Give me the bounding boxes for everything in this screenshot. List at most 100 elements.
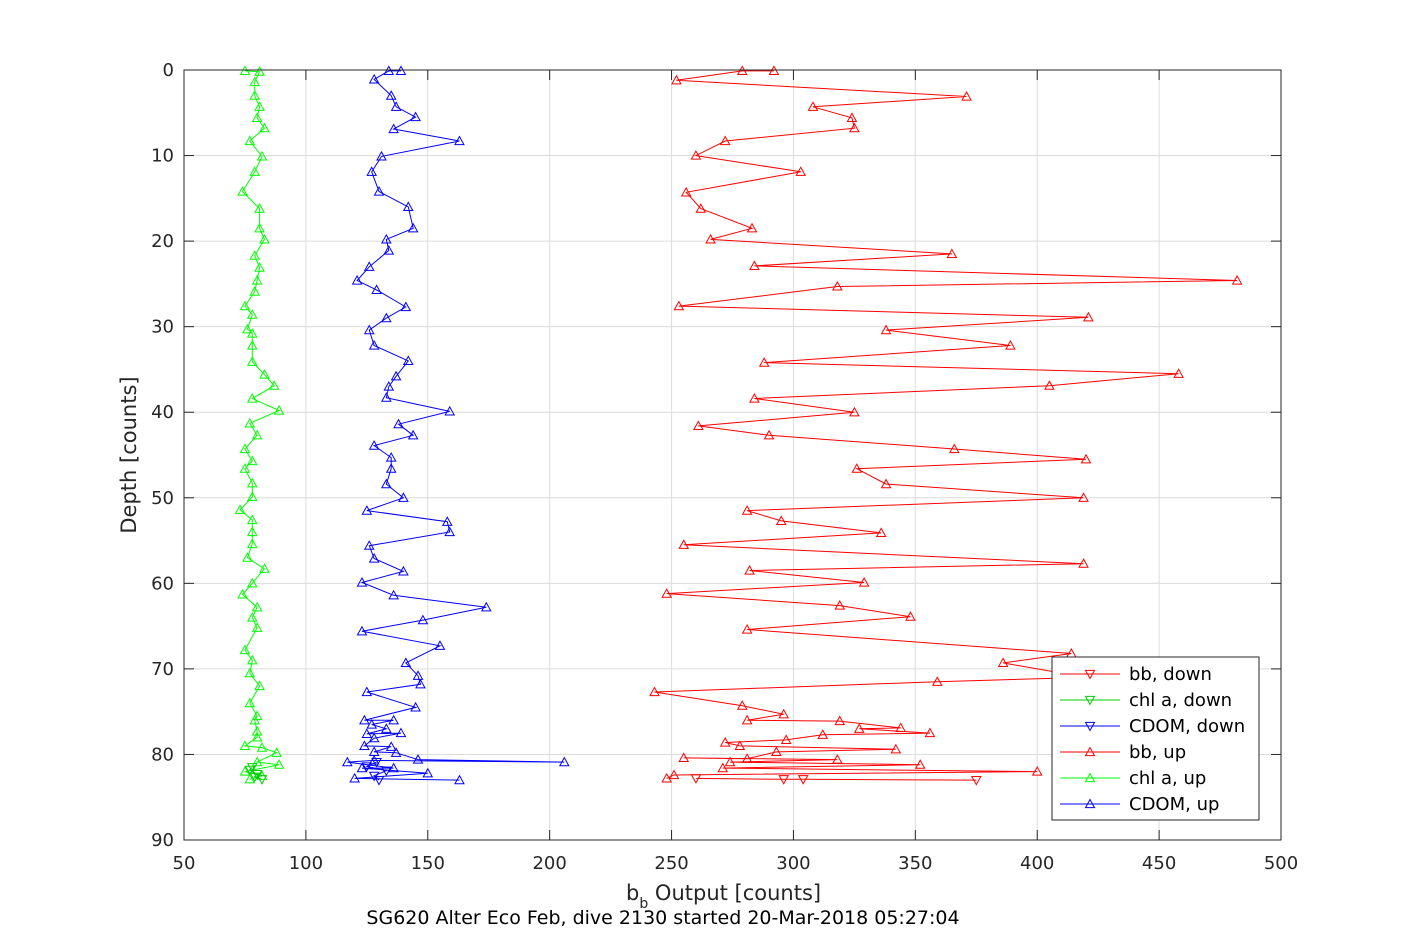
data-point-chl-a-up (251, 429, 263, 440)
data-point-bb-down (690, 774, 702, 784)
y-tick-label: 50 (151, 488, 174, 509)
data-point-cdom-up (380, 392, 392, 402)
data-point-chl-a-up (249, 90, 261, 100)
data-point-chl-a-up (254, 680, 265, 691)
x-tick-label: 200 (532, 853, 566, 874)
data-point-cdom-up (356, 625, 368, 636)
data-point-bb-up (1080, 453, 1092, 464)
data-point-chl-a-up (259, 233, 270, 244)
data-point-bb-up (914, 759, 926, 769)
data-point-bb-up (690, 150, 702, 160)
y-tick-label: 60 (151, 573, 174, 594)
data-point-bb-up (763, 429, 775, 440)
data-point-chl-a-up (246, 514, 258, 525)
data-point-bb-down (778, 775, 790, 785)
data-point-bb-up (851, 463, 863, 473)
data-point-bb-up (775, 515, 787, 525)
data-point-bb-up (831, 754, 843, 764)
data-point-chl-a-down (246, 763, 258, 773)
data-point-cdom-up (390, 101, 402, 111)
data-point-cdom-up (361, 728, 373, 739)
data-point-chl-a-down (256, 775, 268, 785)
legend-label-chl-a-down: chl a, down (1129, 690, 1232, 711)
legend: bb, down chl a, down CDOM, down bb, up chl a… (1051, 656, 1260, 821)
data-point-chl-a-up (268, 380, 280, 390)
data-point-chl-a-up (254, 222, 265, 233)
data-point-chl-a-up (254, 203, 265, 213)
data-point-bb-up (693, 420, 704, 431)
data-point-bb-up (717, 762, 729, 773)
data-point-bb-up (678, 539, 690, 549)
data-point-chl-a-up (251, 756, 263, 767)
data-point-chl-a-up (239, 740, 251, 750)
data-point-chl-a-up (239, 300, 251, 311)
y-tick-label: 10 (151, 146, 174, 167)
data-point-bb-up (705, 233, 716, 244)
data-point-cdom-up (363, 540, 375, 550)
data-point-bb-up (880, 478, 892, 489)
data-point-cdom-up (368, 339, 380, 350)
data-point-bb-up (931, 676, 943, 686)
data-point-chl-a-up (249, 250, 261, 260)
data-point-chl-a-up (256, 742, 268, 752)
data-point-cdom-up (380, 723, 392, 733)
x-tick-label: 450 (1142, 853, 1176, 874)
data-point-bb-up (671, 74, 682, 85)
data-point-chl-a-up (234, 504, 246, 514)
data-point-bb-up (780, 734, 792, 744)
data-point-cdom-up (356, 762, 368, 773)
y-axis-label: Depth [counts] (117, 376, 141, 533)
data-point-chl-a-up (251, 622, 263, 632)
data-point-bb-up (649, 686, 660, 697)
data-point-cdom-up (454, 135, 465, 146)
series-line-chl-a-up (239, 70, 281, 780)
legend-marker-chl-a-up (1084, 772, 1096, 783)
data-point-bb-up (849, 122, 860, 133)
data-point-cdom-up (434, 640, 446, 650)
data-point-chl-a-up (254, 262, 265, 272)
data-point-cdom-up (368, 73, 380, 84)
data-point-cdom-up (341, 756, 353, 767)
data-point-cdom-up (410, 111, 421, 122)
y-tick-label: 40 (151, 402, 174, 423)
data-point-chl-a-up (242, 323, 253, 334)
data-point-cdom-up (383, 244, 395, 255)
x-tick-label: 500 (1264, 853, 1298, 874)
y-tick-label: 0 (163, 60, 174, 81)
legend-label-cdom-up: CDOM, up (1129, 794, 1219, 815)
data-point-cdom-up (380, 312, 392, 323)
data-point-bb-up (695, 203, 707, 213)
data-point-chl-a-up (251, 710, 263, 721)
data-point-cdom-up (480, 601, 492, 612)
data-point-bb-up (905, 611, 916, 621)
data-point-bb-up (831, 280, 843, 291)
data-point-cdom-up (407, 429, 419, 440)
x-axis-label-rest: Output [counts] (648, 881, 821, 905)
legend-marker-bb-up (1084, 746, 1096, 757)
data-point-cdom-up (412, 754, 424, 764)
data-point-chl-a-up (244, 417, 256, 428)
data-point-bb-up (668, 769, 680, 780)
data-point-chl-a-up (246, 654, 258, 665)
data-point-bb-up (719, 135, 731, 146)
data-point-chl-a-up (249, 76, 261, 87)
data-point-bb-up (778, 708, 790, 719)
data-point-bb-up (834, 715, 846, 726)
x-axis-label-main: b (626, 881, 639, 905)
data-point-bb-up (741, 505, 753, 515)
x-tick-label: 100 (289, 853, 323, 874)
data-point-bb-up (758, 357, 770, 367)
data-point-cdom-up (444, 405, 456, 416)
data-point-chl-a-up (239, 644, 251, 655)
data-point-bb-up (749, 260, 760, 271)
data-point-cdom-up (390, 370, 402, 381)
plot-frame (183, 69, 1282, 841)
data-point-bb-up (749, 393, 760, 403)
data-point-cdom-up (417, 614, 429, 625)
data-point-cdom-up (376, 150, 387, 161)
data-point-cdom-down (380, 766, 392, 777)
data-point-chl-a-up (249, 166, 261, 176)
y-tick-label: 20 (151, 231, 174, 252)
data-point-bb-up (1078, 492, 1089, 502)
